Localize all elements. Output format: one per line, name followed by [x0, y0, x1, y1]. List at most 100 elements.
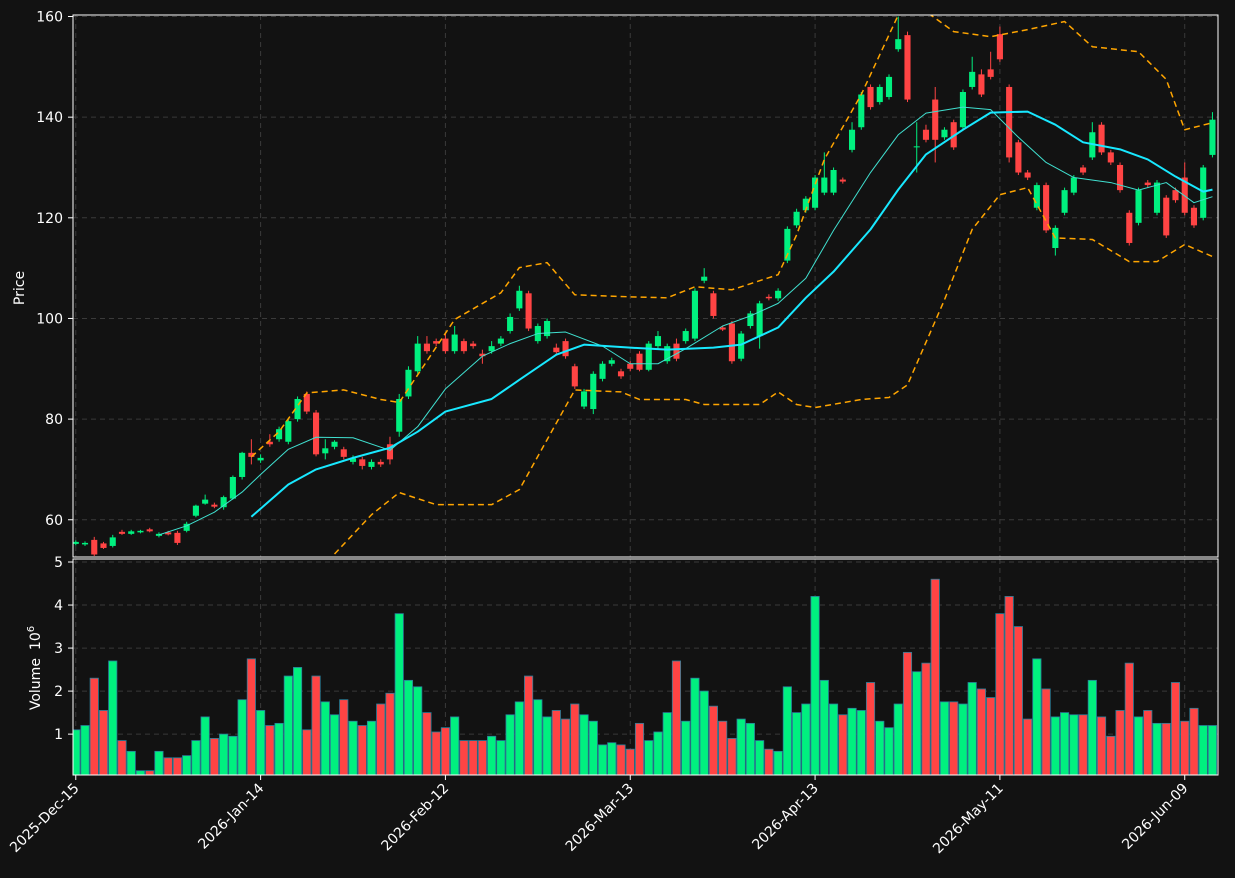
- candle-body: [303, 393, 310, 412]
- volume-bar: [912, 671, 922, 775]
- candle-body: [405, 369, 412, 397]
- candle-body: [673, 343, 680, 359]
- volume-bar: [995, 613, 1005, 775]
- volume-bar: [293, 667, 303, 775]
- candle-body: [128, 531, 135, 534]
- candle-body: [183, 523, 190, 531]
- volume-bar: [681, 720, 691, 775]
- candle-body: [932, 99, 939, 140]
- candle-body: [516, 290, 523, 309]
- volume-bar: [505, 714, 515, 775]
- volume-bar: [699, 690, 709, 775]
- volume-bar: [320, 701, 330, 775]
- volume-bar: [986, 697, 996, 775]
- volume-bar: [671, 660, 682, 775]
- grid-layer: [73, 15, 1218, 775]
- candle-body: [544, 320, 551, 337]
- candle-body: [691, 290, 698, 339]
- candle-body: [1144, 182, 1151, 186]
- candle-body: [969, 71, 976, 87]
- candle-body: [340, 449, 347, 457]
- volume-bar: [514, 701, 524, 775]
- volume-bar: [644, 740, 654, 775]
- candle-body: [756, 303, 763, 337]
- y-axis-label: Price: [12, 271, 28, 305]
- candle-body: [377, 461, 384, 465]
- volume-bar: [237, 699, 247, 775]
- candle-body: [396, 398, 403, 432]
- candle-body: [312, 412, 320, 455]
- candle-body: [1033, 185, 1040, 208]
- volume-bar: [829, 703, 839, 775]
- candle-body: [294, 398, 301, 420]
- volume-bar: [616, 744, 626, 775]
- volume-bar: [533, 699, 543, 775]
- volume-bar: [274, 722, 284, 775]
- volume-bar: [884, 727, 894, 775]
- candle-body: [386, 444, 394, 460]
- volume-bar: [1198, 725, 1208, 775]
- volume-bar: [283, 675, 293, 775]
- candle-body: [812, 177, 819, 208]
- candle-body: [821, 177, 828, 193]
- candle-body: [248, 452, 255, 457]
- candle-body: [239, 452, 246, 477]
- candle-body: [1107, 152, 1114, 163]
- volume-bar: [219, 733, 229, 775]
- volume-bar: [551, 710, 561, 775]
- candle-body: [81, 542, 89, 545]
- candle-body: [1172, 190, 1179, 201]
- volume-bar: [819, 679, 829, 775]
- candle-body: [913, 146, 920, 148]
- volume-bar: [1143, 710, 1153, 775]
- volume-bar: [182, 755, 192, 775]
- volume-bar: [1069, 714, 1079, 775]
- y-tick-label: 120: [36, 211, 63, 227]
- volume-bar: [1004, 596, 1014, 775]
- volume-tick-label: 3: [54, 641, 63, 657]
- candle-body: [719, 327, 726, 330]
- volume-bar: [459, 740, 469, 775]
- volume-bar: [727, 738, 737, 775]
- volume-bar: [450, 716, 460, 775]
- volume-bar: [524, 675, 534, 775]
- volume-bar: [708, 705, 718, 775]
- candle-body: [710, 293, 717, 316]
- candle-body: [118, 531, 126, 534]
- volume-bar: [108, 660, 118, 775]
- line-series: [333, 186, 1213, 555]
- candle-body: [507, 316, 514, 332]
- candle-body: [414, 343, 421, 372]
- volume-bar: [413, 686, 423, 775]
- volume-bar: [1097, 716, 1107, 775]
- candle-body: [479, 353, 486, 357]
- candle-body: [830, 170, 837, 193]
- candle-body: [1070, 177, 1077, 193]
- candle-body: [701, 276, 708, 281]
- volume-bar: [228, 735, 238, 775]
- candle-body: [571, 366, 578, 387]
- candle-body: [229, 476, 236, 499]
- volume-bar: [1133, 716, 1144, 775]
- volume-bar: [1060, 712, 1070, 775]
- candle-body: [220, 497, 227, 508]
- volume-bar: [98, 710, 109, 775]
- volume-label: Volume: [28, 658, 44, 710]
- volume-bar: [1106, 735, 1116, 775]
- line-series: [250, 110, 1213, 518]
- candle-body: [1015, 142, 1022, 173]
- volume-bar: [1078, 714, 1088, 775]
- candle-body: [941, 129, 948, 138]
- volume-bar: [653, 731, 663, 775]
- volume-bar: [1115, 710, 1125, 775]
- candle-body: [959, 91, 966, 128]
- candle-body: [978, 74, 985, 95]
- volume-bar: [1207, 725, 1218, 775]
- candle-body: [285, 421, 292, 442]
- volume-multiplier: 10: [28, 632, 44, 650]
- candle-body: [839, 179, 846, 182]
- volume-bar: [542, 716, 552, 775]
- volume-bar: [782, 686, 792, 775]
- volume-bar: [422, 712, 432, 775]
